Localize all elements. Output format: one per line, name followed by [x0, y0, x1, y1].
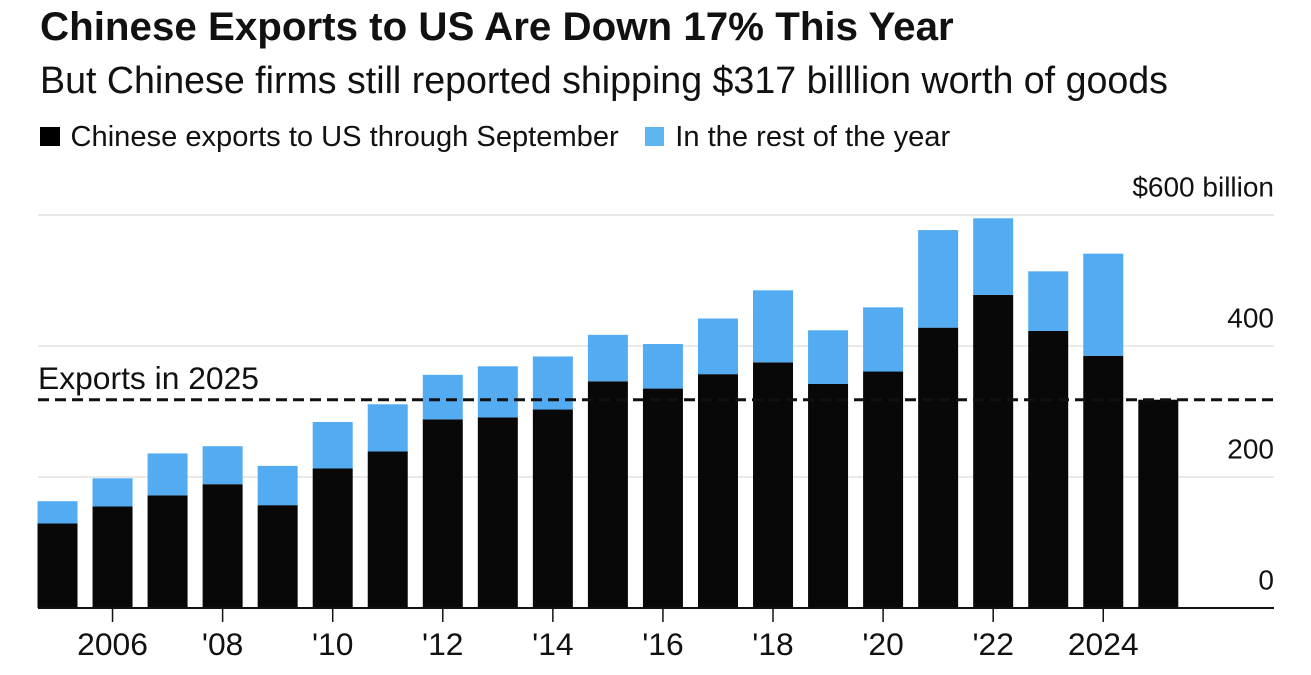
svg-text:'22: '22 [972, 626, 1013, 662]
svg-text:400: 400 [1227, 302, 1274, 333]
svg-text:'14: '14 [532, 626, 573, 662]
svg-text:'20: '20 [862, 626, 903, 662]
svg-text:0: 0 [1258, 564, 1274, 595]
svg-text:2024: 2024 [1068, 626, 1139, 662]
svg-text:'10: '10 [312, 626, 353, 662]
svg-text:2006: 2006 [77, 626, 148, 662]
svg-text:'16: '16 [642, 626, 683, 662]
svg-text:$600 billion: $600 billion [1132, 171, 1274, 202]
svg-text:200: 200 [1227, 433, 1274, 464]
svg-text:'08: '08 [202, 626, 243, 662]
svg-text:Exports in 2025: Exports in 2025 [38, 360, 259, 396]
svg-text:'12: '12 [422, 626, 463, 662]
svg-text:'18: '18 [752, 626, 793, 662]
